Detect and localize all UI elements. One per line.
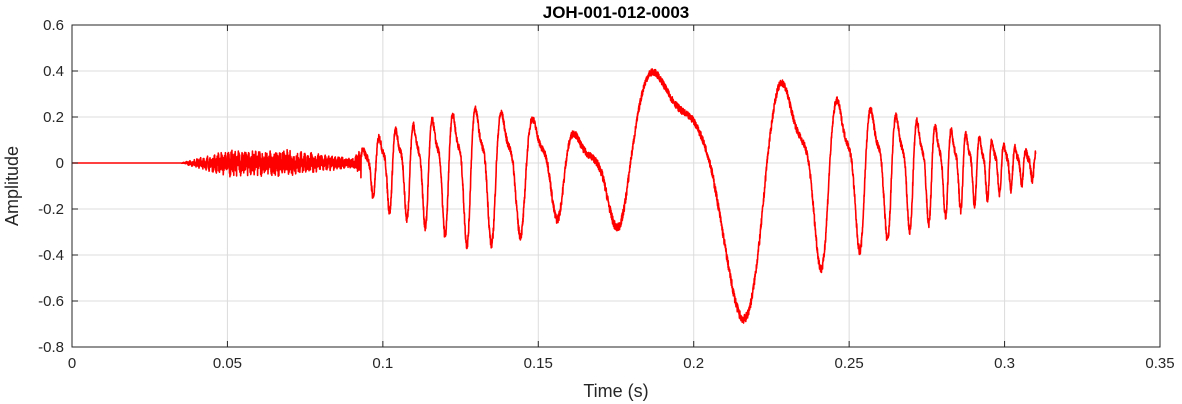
plot-area xyxy=(72,25,1160,347)
y-tick-label: 0.6 xyxy=(43,17,64,34)
x-tick-label: 0.1 xyxy=(372,355,393,372)
y-tick-label: -0.4 xyxy=(38,247,64,264)
x-axis-label: Time (s) xyxy=(583,381,648,401)
waveform-trace xyxy=(71,68,1037,324)
y-axis-ticks: 0.6 0.4 0.2 0 -0.2 -0.4 -0.6 -0.8 xyxy=(38,17,1160,356)
y-tick-label: 0.4 xyxy=(43,63,64,80)
y-tick-label: -0.8 xyxy=(38,339,64,356)
x-tick-label: 0.05 xyxy=(213,355,242,372)
y-axis-label: Amplitude xyxy=(2,146,22,226)
y-tick-label: -0.6 xyxy=(38,293,64,310)
x-tick-label: 0.35 xyxy=(1145,355,1174,372)
plot-frame xyxy=(71,24,1161,348)
x-tick-label: 0.15 xyxy=(524,355,553,372)
x-tick-label: 0.3 xyxy=(994,355,1015,372)
chart-title: JOH-001-012-0003 xyxy=(543,3,689,22)
y-tick-label: 0.2 xyxy=(43,109,64,126)
waveform-line xyxy=(71,68,1037,324)
x-tick-label: 0 xyxy=(68,355,76,372)
x-tick-label: 0.25 xyxy=(835,355,864,372)
y-tick-label: 0 xyxy=(56,155,64,172)
x-axis-ticks: 0 0.05 0.1 0.15 0.2 0.25 0.3 0.35 xyxy=(68,25,1175,372)
y-tick-label: -0.2 xyxy=(38,201,64,218)
x-tick-label: 0.2 xyxy=(683,355,704,372)
